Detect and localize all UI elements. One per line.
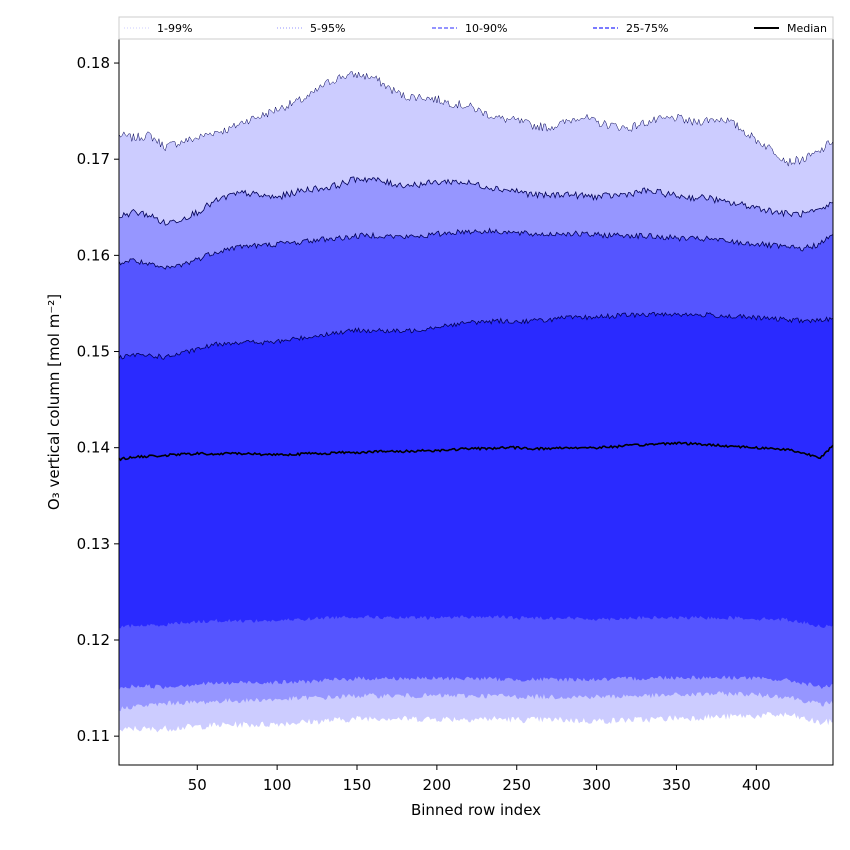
percentile-bands	[119, 71, 833, 733]
y-tick-label: 0.15	[77, 343, 110, 361]
x-tick-label: 350	[662, 776, 691, 794]
band-25-75pct	[119, 312, 833, 629]
upper-edge-1-99pct	[118, 71, 834, 168]
x-tick-label: 50	[188, 776, 207, 794]
median-layer	[118, 441, 834, 462]
upper-edge-5-95pct	[118, 176, 834, 226]
legend-label: Median	[787, 22, 827, 35]
y-tick-label: 0.13	[77, 535, 110, 553]
legend-label: 1-99%	[157, 22, 192, 35]
x-axis-label: Binned row index	[411, 801, 541, 819]
median-line	[118, 441, 834, 462]
y-tick-label: 0.16	[77, 246, 110, 264]
y-tick-label: 0.17	[77, 150, 110, 168]
y-tick-label: 0.14	[77, 439, 110, 457]
legend: 1-99% 5-95% 10-90% 25-75% Median	[118, 16, 834, 40]
band-edge-lines	[118, 71, 834, 360]
y-tick-label: 0.11	[77, 727, 110, 745]
legend-label: 5-95%	[310, 22, 345, 35]
x-tick-label: 400	[742, 776, 771, 794]
y-tick-label: 0.12	[77, 631, 110, 649]
legend-label: 10-90%	[465, 22, 507, 35]
x-tick-label: 250	[502, 776, 531, 794]
x-tick-label: 300	[582, 776, 611, 794]
legend-label: 25-75%	[626, 22, 668, 35]
x-tick-label: 100	[263, 776, 292, 794]
upper-edge-25-75pct	[118, 311, 834, 360]
y-axis-label: O₃ vertical column [mol m⁻²]	[45, 294, 63, 510]
y-tick-label: 0.18	[77, 54, 110, 72]
x-axis: 50 100 150 200 250 300 350 400	[188, 765, 771, 794]
upper-edge-10-90pct	[118, 227, 834, 270]
x-tick-label: 200	[423, 776, 452, 794]
legend-box	[118, 16, 834, 40]
x-tick-label: 150	[343, 776, 372, 794]
y-axis: 0.11 0.12 0.13 0.14 0.15 0.16 0.17 0.18	[77, 54, 119, 745]
